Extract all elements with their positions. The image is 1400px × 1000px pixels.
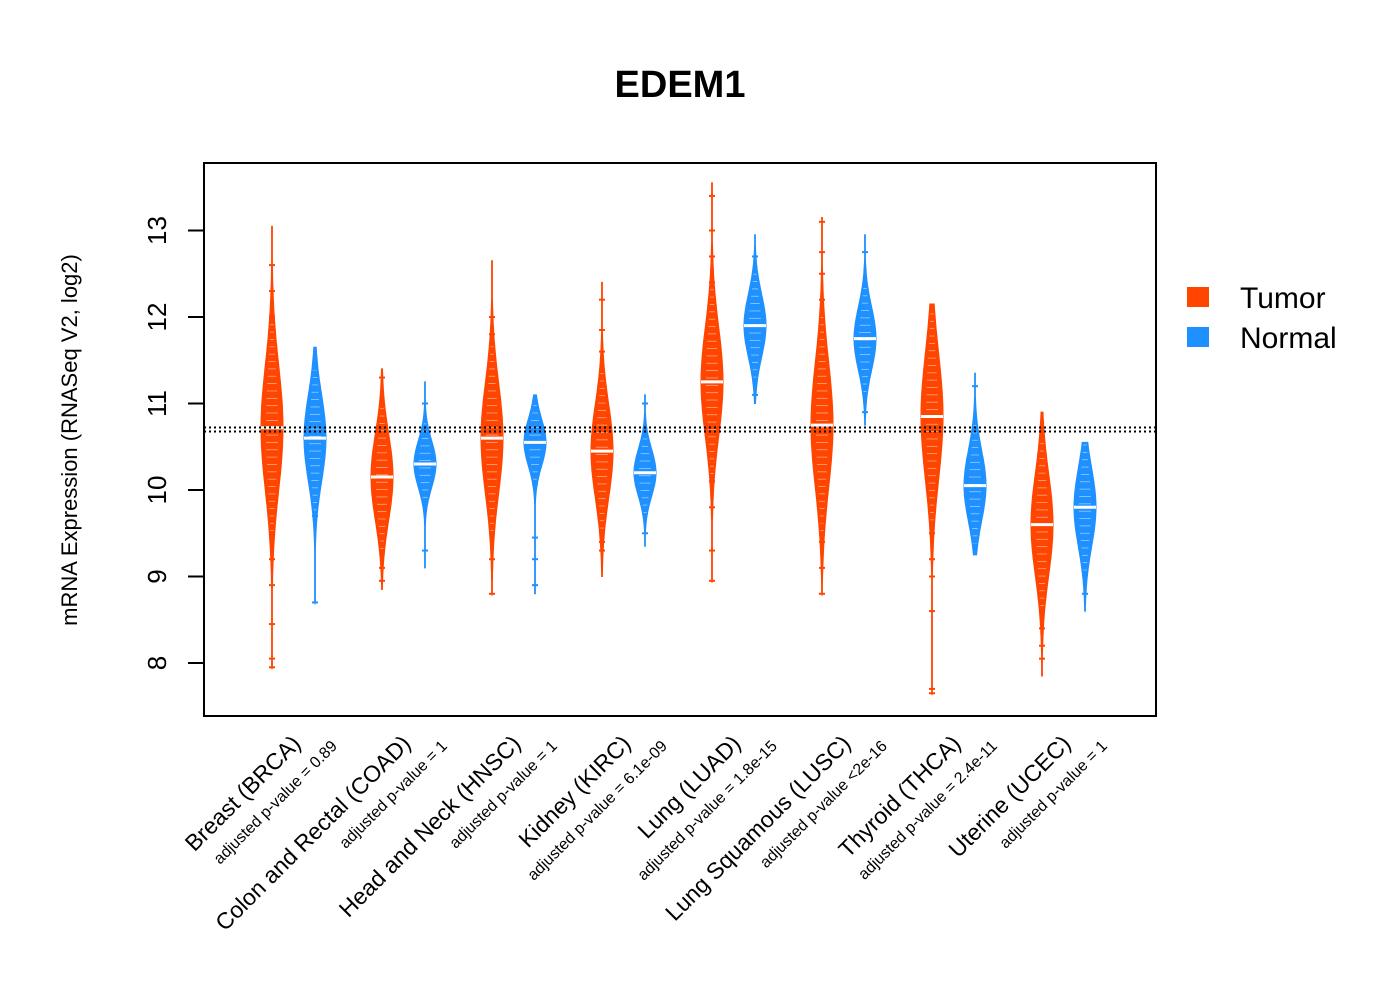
- tumor-violin: [260, 225, 284, 670]
- normal-violin-body: [633, 394, 657, 547]
- normal-violin-body: [853, 234, 877, 426]
- normal-violin: [303, 346, 327, 605]
- tumor-point-stripes: [1035, 443, 1049, 606]
- tumor-point-stripes: [815, 317, 829, 532]
- normal-violin: [523, 394, 547, 595]
- tumor-point-stripes: [595, 373, 609, 529]
- x-axis-labels: Breast (BRCA)adjusted p-value = 0.89Colo…: [180, 730, 1111, 935]
- normal-violin-body: [523, 394, 547, 595]
- normal-violin: [743, 234, 767, 404]
- normal-violin: [1073, 441, 1097, 612]
- legend: Tumor Normal: [1187, 282, 1337, 355]
- y-tick-label: 11: [142, 390, 172, 417]
- tumor-violin-body: [480, 260, 504, 595]
- normal-violin-body: [1073, 441, 1097, 612]
- tumor-point-stripes: [485, 346, 499, 532]
- normal-violin: [963, 372, 987, 556]
- normal-violin-body: [303, 346, 327, 603]
- tumor-violin-body: [1030, 411, 1054, 677]
- tumor-violin-body: [370, 368, 394, 590]
- y-axis: 8 9 10 11 12 13: [142, 216, 204, 670]
- y-tick-label: 12: [142, 303, 172, 332]
- y-axis-label: mRNA Expression (RNASeq V2, log2): [57, 254, 82, 626]
- tumor-legend-swatch: [1187, 287, 1209, 307]
- y-tick-label: 8: [142, 656, 172, 670]
- tumor-violin: [590, 281, 614, 577]
- normal-point-stripes: [419, 423, 431, 498]
- tumor-violin: [1030, 411, 1054, 677]
- tumor-violin: [370, 368, 394, 590]
- normal-violin: [413, 381, 437, 569]
- normal-point-stripes: [638, 438, 652, 513]
- chart-title: EDEM1: [615, 64, 746, 106]
- tumor-legend-label: Tumor: [1240, 282, 1326, 315]
- normal-legend-swatch: [1187, 327, 1209, 347]
- normal-point-stripes: [1078, 444, 1092, 571]
- y-tick-label: 13: [142, 216, 172, 245]
- plot-marks: [204, 182, 1156, 696]
- normal-legend-label: Normal: [1240, 322, 1337, 355]
- tumor-violin: [920, 303, 944, 696]
- tumor-violin-body: [260, 225, 284, 668]
- normal-point-stripes: [968, 425, 982, 544]
- tumor-point-stripes: [705, 289, 719, 474]
- plot-frame: [203, 162, 1157, 717]
- normal-violin: [853, 234, 877, 426]
- tumor-violin-body: [920, 303, 944, 694]
- y-tick-label: 10: [142, 476, 172, 505]
- tumor-violin: [480, 260, 504, 596]
- normal-point-stripes: [308, 369, 322, 511]
- tumor-violin-body: [590, 281, 614, 577]
- tumor-point-stripes: [265, 324, 279, 532]
- tumor-point-stripes: [375, 408, 389, 549]
- tumor-violin: [810, 217, 834, 596]
- y-tick-label: 9: [142, 569, 172, 583]
- normal-violin-body: [963, 372, 987, 556]
- tumor-violin: [700, 182, 724, 583]
- normal-violin: [633, 394, 657, 547]
- normal-violin-body: [743, 234, 767, 404]
